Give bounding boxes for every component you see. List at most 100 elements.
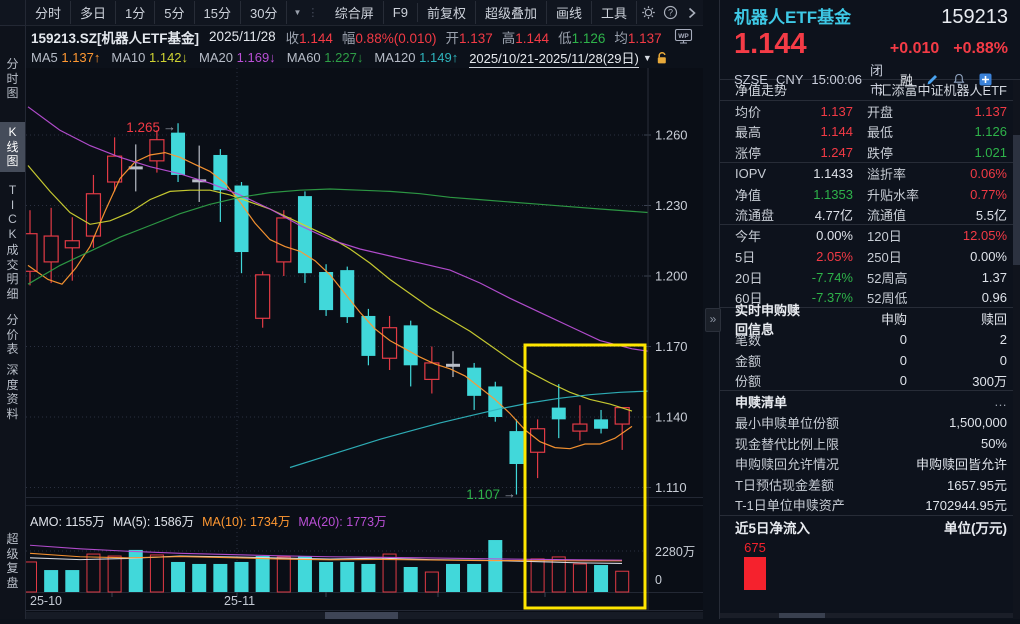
gear-icon[interactable] bbox=[637, 5, 659, 20]
ma5-line bbox=[27, 151, 633, 450]
quote-row: 涨停 1.247 跌停 1.021 bbox=[720, 142, 1020, 163]
tab-分时[interactable]: 分时 bbox=[26, 1, 72, 24]
quote-row: 净值 1.1353 升贴水率 0.77% bbox=[735, 186, 1007, 203]
quote-header: 机器人ETF基金 159213 1.144 +0.010 +0.88% SZSE… bbox=[720, 0, 1020, 97]
panel-expand-button[interactable]: » bbox=[705, 308, 721, 332]
sidebar-item-5[interactable]: 深 度 资 料 bbox=[6, 363, 19, 421]
volume-bar bbox=[107, 555, 122, 593]
tab-5分[interactable]: 5分 bbox=[155, 1, 195, 24]
ma-legend-MA5: MA5 1.137↑ bbox=[31, 50, 101, 65]
volume-info-text: AMO: 1155万 MA(5): 1586万 MA(10): 1734万 MA(20… bbox=[30, 515, 387, 529]
edit-icon[interactable] bbox=[926, 73, 939, 86]
info-field: 收1.144 bbox=[285, 30, 333, 46]
top-toolbar: 分时 多日 1分 5分 15分 30分 ▼ ⋮ 综合屏 F9 前复权 超级叠加 画线 工具 ? bbox=[26, 0, 703, 26]
volume-bar bbox=[255, 556, 270, 592]
candle-up bbox=[276, 217, 292, 263]
svg-text:?: ? bbox=[667, 8, 672, 18]
quote-row: 5日 2.05% 250日 0.00% bbox=[735, 248, 1007, 265]
period-dropdown-icon[interactable]: ▼ bbox=[293, 8, 302, 17]
period-range-button[interactable]: 2025/10/21-2025/11/28(29日) bbox=[469, 48, 639, 68]
ma-legend-MA60: MA60 1.227↓ bbox=[286, 50, 364, 65]
tab-15分[interactable]: 15分 bbox=[195, 1, 241, 24]
market-status: 闭市 bbox=[870, 63, 884, 97]
price-axis-label: 1.170 bbox=[655, 339, 688, 354]
sidebar-item-2[interactable]: T I C K bbox=[8, 183, 17, 241]
currency-label: CNY bbox=[775, 71, 804, 87]
quote-row: 今年 0.00% 120日 12.05% bbox=[735, 228, 1007, 245]
main-area: 分时 多日 1分 5分 15分 30分 ▼ ⋮ 综合屏 F9 前复权 超级叠加 画线 工具 ? 15… bbox=[22, 0, 703, 619]
ma120-line bbox=[289, 390, 649, 469]
toolbar-画线[interactable]: 画线 bbox=[547, 1, 592, 24]
net-inflow-title: 近5日净流入 bbox=[735, 521, 811, 536]
chart-scrollbar-thumb[interactable] bbox=[325, 612, 398, 619]
sidebar-item-1[interactable]: K 线 图 bbox=[0, 122, 25, 172]
panel-h-scrollbar-thumb[interactable] bbox=[779, 613, 825, 618]
candle-up bbox=[106, 155, 123, 183]
volume-bar bbox=[382, 553, 397, 593]
toolbar-actions: 综合屏 F9 前复权 超级叠加 画线 工具 bbox=[326, 1, 637, 24]
quote-info-bar: 159213.SZ[机器人ETF基金] 2025/11/28 收1.144 幅0.… bbox=[26, 26, 703, 47]
volume-bar bbox=[530, 558, 545, 593]
last-price: 1.144 bbox=[734, 28, 807, 60]
period-range-dropdown-icon[interactable]: ▼ bbox=[642, 52, 652, 63]
toolbar-综合屏[interactable]: 综合屏 bbox=[326, 1, 384, 24]
panel-v-scrollbar bbox=[1013, 80, 1020, 619]
unlock-icon[interactable] bbox=[656, 51, 669, 65]
volume-bar bbox=[276, 556, 291, 593]
volume-bar bbox=[319, 561, 334, 592]
tab-30分[interactable]: 30分 bbox=[241, 1, 288, 24]
price-axis-label: 1.200 bbox=[655, 269, 688, 284]
tab-1分[interactable]: 1分 bbox=[116, 1, 156, 24]
alert-bell-icon[interactable] bbox=[952, 73, 966, 86]
help-icon[interactable]: ? bbox=[659, 5, 681, 20]
toolbar-工具[interactable]: 工具 bbox=[592, 1, 637, 24]
quote-row: 最高 1.144 最低 1.126 bbox=[735, 124, 1007, 141]
toolbar-超级叠加[interactable]: 超级叠加 bbox=[476, 1, 547, 24]
kline-chart[interactable]: 1.260 1.230 1.200 1.170 1.140 1.110 2280万 0 1.26… bbox=[22, 68, 703, 619]
candle-up bbox=[424, 362, 440, 381]
tab-多日[interactable]: 多日 bbox=[71, 1, 117, 24]
candle-down bbox=[171, 132, 186, 175]
volume-bar bbox=[149, 554, 164, 593]
volume-bar bbox=[615, 570, 630, 593]
ma-legend-MA20: MA20 1.169↓ bbox=[199, 50, 276, 65]
subscription-row: 份额 0 300万 bbox=[720, 371, 1020, 392]
svg-text:WP: WP bbox=[678, 33, 689, 40]
candle-up bbox=[149, 139, 165, 162]
candle-up bbox=[381, 327, 398, 359]
low-annotation: 1.107 bbox=[466, 487, 500, 502]
volume-bar bbox=[424, 571, 439, 593]
high-annotation-arrow: → bbox=[163, 119, 176, 134]
panel-h-scrollbar bbox=[720, 613, 1020, 618]
volume-axis-label: 2280万 bbox=[655, 545, 695, 559]
ma-legend-MA10: MA10 1.142↓ bbox=[111, 50, 189, 65]
fund-code: 159213 bbox=[941, 6, 1008, 28]
toolbar-F9[interactable]: F9 bbox=[384, 3, 418, 22]
add-icon[interactable] bbox=[979, 73, 992, 86]
list-row: T日预估现金差额 1657.95元 bbox=[735, 478, 1007, 494]
sidebar-item-3[interactable]: 成 交 明 细 bbox=[6, 243, 19, 301]
volume-bar bbox=[65, 570, 80, 592]
ma-legend-bar: MA5 1.137↑ MA10 1.142↓ MA20 1.169↓ MA60 1.2… bbox=[26, 47, 703, 68]
high-annotation: 1.265 bbox=[126, 120, 160, 135]
margin-flag: 融 bbox=[899, 72, 913, 88]
quote-row: 20日 -7.74% 52周高 1.37 bbox=[735, 269, 1007, 286]
flow-bar-label: 675 bbox=[744, 540, 766, 555]
wp-monitor-icon[interactable]: WP bbox=[673, 28, 695, 45]
chevron-right-icon[interactable] bbox=[681, 6, 703, 20]
candle-down bbox=[403, 325, 418, 366]
info-field: 高1.144 bbox=[501, 30, 550, 46]
toolbar-前复权[interactable]: 前复权 bbox=[418, 1, 476, 24]
volume-bar bbox=[192, 563, 207, 592]
price-change-pct: +0.88% bbox=[953, 40, 1008, 57]
sidebar-item-4[interactable]: 分 价 表 bbox=[6, 313, 19, 356]
volume-bar bbox=[403, 567, 418, 592]
candle-down bbox=[213, 154, 228, 191]
quote-panel: 机器人ETF基金 159213 1.144 +0.010 +0.88% SZSE… bbox=[719, 0, 1020, 619]
period-tabs: 分时 多日 1分 5分 15分 30分 bbox=[26, 1, 288, 24]
price-axis-label: 1.230 bbox=[655, 198, 688, 213]
more-button[interactable]: … bbox=[994, 394, 1007, 410]
panel-v-scrollbar-thumb[interactable] bbox=[1013, 135, 1020, 265]
sidebar-item-6[interactable]: 超 级 复 盘 bbox=[6, 532, 19, 590]
sidebar-item-0[interactable]: 分 时 图 bbox=[6, 57, 19, 100]
